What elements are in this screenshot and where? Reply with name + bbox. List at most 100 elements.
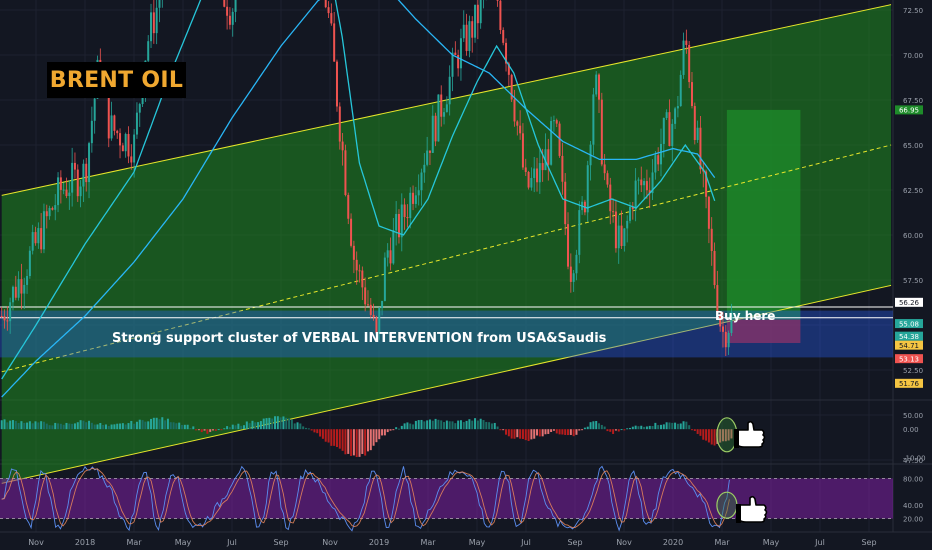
macd-bar [299,423,302,430]
time-tick-label: Jul [814,538,825,547]
macd-bar [493,422,496,430]
macd-bar [73,423,76,430]
macd-bar [195,429,198,431]
position-boxes [726,109,801,343]
macd-bar [555,429,558,434]
candle-body [448,76,451,105]
candle-body [637,179,640,181]
candle-body [352,245,355,260]
time-tick-label: Sep [567,538,582,547]
macd-bar [307,428,310,430]
macd-bar [707,429,710,443]
candle-body [693,106,696,140]
macd-bar [397,428,400,430]
macd-bar [155,417,158,430]
time-tick-label: Mar [420,538,436,547]
channel-upper-line [1,4,892,196]
buy-annotation: Buy here [715,309,776,323]
candle-body [3,316,6,321]
candle-body [465,24,468,51]
candle-body [417,190,420,196]
candle-body [592,94,595,145]
candle-body [705,171,708,197]
macd-bar [166,418,169,430]
candle-body [657,155,660,165]
candle-body [623,228,626,246]
time-tick-label: Jul [520,538,531,547]
candle-body [696,127,699,140]
candle-body [121,145,124,152]
macd-bar [623,429,626,431]
candle-body [90,120,93,144]
macd-bar [544,429,547,435]
candle-body [707,196,710,229]
macd-bar [606,429,609,432]
candle-body [113,115,116,131]
stoch-tick-label: 40.00 [903,502,923,510]
stoch-d-line [1,467,730,529]
candle-body [682,40,685,75]
macd-bar [721,429,724,442]
macd-bar [130,420,133,430]
candle-body [11,286,14,303]
macd-bar [26,422,29,430]
macd-bar [361,429,364,454]
candle-body [228,15,231,25]
macd-bar [172,422,175,430]
macd-bar [127,423,130,430]
candle-body [552,120,555,122]
macd-bar [104,424,107,430]
macd-bar [409,423,412,430]
macd-bar [530,429,533,440]
macd-bar [527,429,530,442]
candle-body [45,211,48,217]
macd-bar [513,429,516,439]
macd-bar [169,422,172,430]
macd-bar [124,424,127,430]
candle-body [333,23,336,62]
candle-body [26,276,29,285]
macd-bar [186,424,189,430]
macd-bar [65,422,68,430]
macd-bar [719,429,722,443]
macd-bar [68,423,71,430]
macd-bar [589,422,592,430]
candle-body [364,287,367,305]
macd-bar [37,422,40,430]
price-tick-label: 57.50 [903,277,923,285]
candle-body [133,134,136,163]
candle-body [685,40,688,45]
macd-bar [251,420,254,430]
candle-body [533,168,536,178]
macd-bar [220,429,223,431]
candle-body [612,211,615,213]
macd-bar [631,426,634,430]
price-tick-label: 47.50 [903,457,923,465]
time-tick-label: Nov [616,538,632,547]
candle-body [643,181,646,186]
candle-body [141,92,144,105]
macd-bar [552,429,555,431]
macd-bar [614,429,617,431]
macd-bar [471,420,474,430]
candle-body [499,0,502,31]
macd-bar [257,422,260,430]
candle-body [575,254,578,274]
macd-bar [358,429,361,457]
macd-bar [659,424,662,430]
candle-body [414,195,417,204]
macd-bar [645,426,648,430]
price-label-text: 54.71 [899,342,919,350]
macd-bar [282,416,285,430]
macd-bar [293,423,296,430]
candle-body [451,52,454,77]
macd-bar [389,429,392,431]
candle-body [381,300,384,309]
macd-bar [730,429,733,439]
price-label-text: 54.38 [899,333,919,341]
candle-body [361,270,364,288]
macd-bar [443,422,446,430]
candle-body [68,192,71,197]
candle-body [609,184,612,212]
